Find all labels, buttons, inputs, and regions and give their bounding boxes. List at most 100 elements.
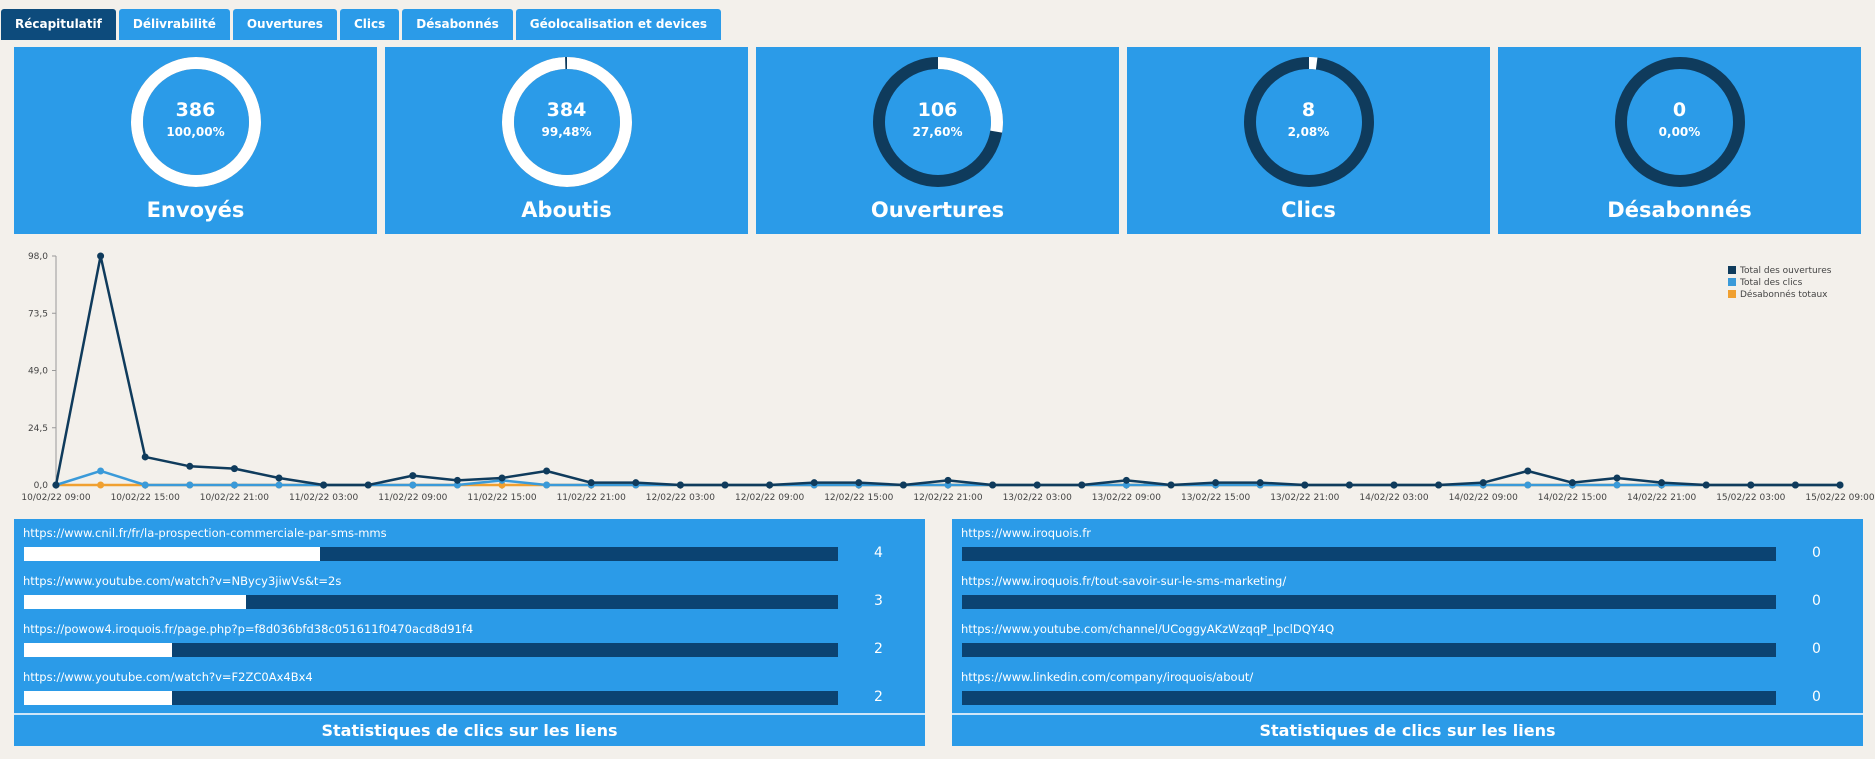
x-tick-label: 12/02/22 09:00 [735, 493, 804, 503]
x-tick-label: 11/02/22 09:00 [378, 493, 447, 503]
data-point [1747, 481, 1755, 489]
data-point [320, 481, 328, 489]
link-row: https://powow4.iroquois.fr/page.php?p=f8… [14, 615, 925, 663]
data-point [676, 481, 684, 489]
link-count: 2 [874, 641, 883, 657]
tab[interactable]: Désabonnés [402, 9, 513, 40]
donut-arc [502, 57, 632, 187]
data-point [632, 479, 640, 487]
link-url: https://www.youtube.com/channel/UCoggyAK… [961, 622, 1335, 636]
legend-label: Désabonnés totaux [1740, 289, 1828, 300]
panel-title: Statistiques de clics sur les liens [14, 713, 925, 746]
link-bar-track [24, 547, 838, 561]
kpi-card: 8 2,08% Clics [1127, 47, 1490, 234]
tab[interactable]: Clics [339, 9, 400, 40]
tab[interactable]: Récapitulatif [1, 9, 116, 40]
link-url: https://www.youtube.com/watch?v=NBycy3ji… [23, 574, 342, 588]
kpi-card: 0 0,00% Désabonnés [1498, 47, 1861, 234]
link-count: 0 [1812, 689, 1821, 705]
data-point [97, 252, 105, 260]
donut-arc [873, 57, 1003, 187]
kpi-label: Aboutis [521, 198, 612, 222]
y-tick-label: 24,5 [28, 424, 48, 434]
legend-label: Total des clics [1739, 278, 1803, 288]
data-point [186, 481, 194, 489]
kpi-label: Envoyés [146, 198, 245, 222]
kpi-value: 106 [917, 99, 958, 121]
link-row: https://www.youtube.com/channel/UCoggyAK… [952, 615, 1863, 663]
kpi-card: 384 99,48% Aboutis [385, 47, 748, 234]
link-bar-track [24, 691, 838, 705]
tab[interactable]: Ouvertures [232, 9, 337, 40]
link-bar [24, 547, 320, 561]
donut [131, 57, 261, 187]
x-tick-label: 11/02/22 21:00 [557, 493, 626, 503]
data-point [186, 462, 194, 470]
link-row: https://www.youtube.com/watch?v=F2ZC0Ax4… [14, 663, 925, 711]
y-tick-label: 98,0 [28, 252, 48, 262]
series-line [54, 254, 1840, 487]
link-panel: https://www.cnil.fr/fr/la-prospection-co… [14, 519, 925, 746]
link-row: https://www.linkedin.com/company/iroquoi… [952, 663, 1863, 711]
x-tick-label: 14/02/22 09:00 [1449, 493, 1518, 503]
link-bar-track [24, 643, 838, 657]
data-point [1613, 474, 1621, 482]
kpi-percent: 100,00% [166, 125, 225, 139]
link-count: 3 [874, 593, 883, 609]
link-row: https://www.youtube.com/watch?v=NBycy3ji… [14, 567, 925, 615]
kpi-label: Désabonnés [1607, 198, 1752, 222]
data-point [1435, 481, 1443, 489]
link-count: 2 [874, 689, 883, 705]
x-tick-label: 11/02/22 15:00 [467, 493, 536, 503]
x-tick-label: 11/02/22 03:00 [289, 493, 358, 503]
kpi-row: 386 100,00% Envoyés 384 99,48% Aboutis 106 27,6… [14, 47, 1861, 234]
data-point [230, 465, 238, 473]
link-bar [24, 643, 172, 657]
legend-swatch [1728, 266, 1736, 274]
x-tick-label: 10/02/22 09:00 [21, 493, 90, 503]
link-url: https://www.cnil.fr/fr/la-prospection-co… [23, 526, 387, 540]
kpi-percent: 2,08% [1287, 125, 1330, 139]
link-count: 0 [1812, 545, 1821, 561]
kpi-percent: 0,00% [1658, 125, 1701, 139]
x-tick-label: 15/02/22 03:00 [1716, 493, 1785, 503]
data-point [453, 476, 461, 484]
tab[interactable]: Délivrabilité [118, 9, 230, 40]
x-tick-label: 10/02/22 21:00 [200, 493, 269, 503]
x-tick-label: 12/02/22 15:00 [824, 493, 893, 503]
data-point [1390, 481, 1398, 489]
data-point [97, 481, 105, 489]
data-point [543, 467, 551, 475]
x-tick-label: 13/02/22 15:00 [1181, 493, 1250, 503]
data-point [52, 481, 60, 489]
data-point [1212, 479, 1220, 487]
data-point [1078, 481, 1086, 489]
x-tick-label: 10/02/22 15:00 [111, 493, 180, 503]
link-count: 0 [1812, 593, 1821, 609]
data-point [409, 481, 417, 489]
link-row: https://www.iroquois.fr 0 [952, 519, 1863, 567]
tab[interactable]: Géolocalisation et devices [515, 9, 721, 40]
data-point [275, 481, 283, 489]
link-url: https://powow4.iroquois.fr/page.php?p=f8… [23, 622, 474, 636]
data-point [587, 479, 595, 487]
data-point [1167, 481, 1175, 489]
y-tick-label: 49,0 [28, 367, 48, 377]
x-tick-label: 15/02/22 09:00 [1805, 493, 1874, 503]
kpi-label: Clics [1281, 198, 1336, 222]
data-point [1301, 481, 1309, 489]
link-url: https://www.youtube.com/watch?v=F2ZC0Ax4… [23, 670, 313, 684]
x-tick-label: 14/02/22 15:00 [1538, 493, 1607, 503]
link-bar-track [962, 643, 1776, 657]
link-row: https://www.iroquois.fr/tout-savoir-sur-… [952, 567, 1863, 615]
data-point [498, 474, 506, 482]
x-tick-label: 12/02/22 21:00 [913, 493, 982, 503]
data-point [989, 481, 997, 489]
data-point [1613, 481, 1621, 489]
data-point [855, 479, 863, 487]
data-point [1033, 481, 1041, 489]
kpi-card: 386 100,00% Envoyés [14, 47, 377, 234]
link-count: 4 [874, 545, 883, 561]
link-bar-track [962, 691, 1776, 705]
